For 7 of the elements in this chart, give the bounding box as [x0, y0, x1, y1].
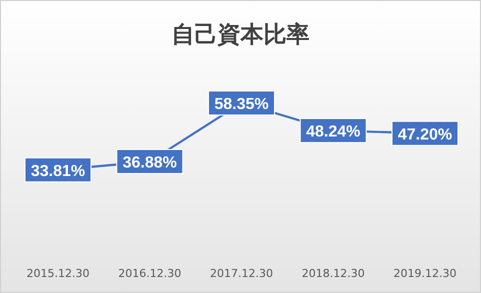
chart-title: 自己資本比率	[172, 21, 310, 48]
data-label: 33.81%	[30, 162, 86, 180]
x-tick-label: 2017.12.30	[210, 267, 273, 280]
x-tick-label: 2015.12.30	[26, 267, 90, 280]
x-tick-label: 2019.12.30	[394, 267, 456, 280]
x-tick-label: 2018.12.30	[302, 267, 365, 280]
x-tick-label: 2016.12.30	[118, 267, 182, 280]
